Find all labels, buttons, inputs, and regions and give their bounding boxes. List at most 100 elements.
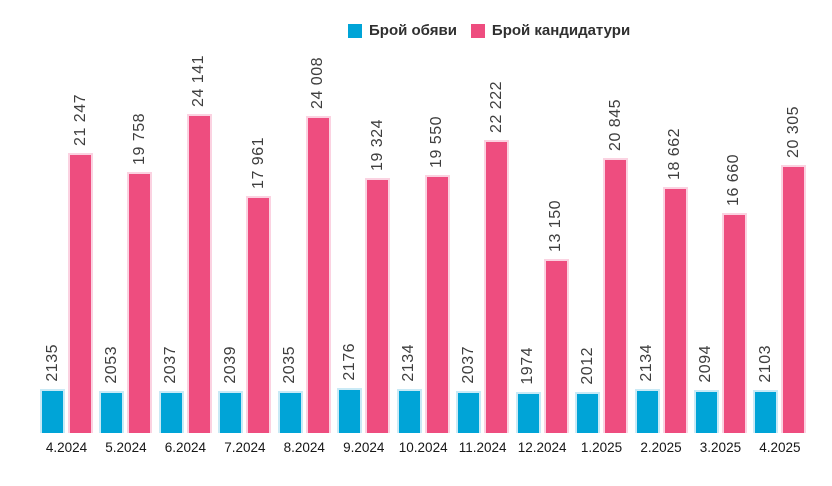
apps-bar bbox=[603, 158, 629, 433]
bar-group-2.2025: 2134 18 662 2.2025 bbox=[634, 128, 688, 455]
ads-value-label: 2053 bbox=[102, 346, 120, 384]
ads-value-label: 2135 bbox=[43, 344, 61, 382]
ads-bar bbox=[218, 391, 244, 433]
bar-group-5.2024: 2053 19 758 5.2024 bbox=[99, 113, 153, 455]
ads-bar bbox=[634, 389, 660, 433]
bar-group-4.2025: 2103 20 305 4.2025 bbox=[753, 106, 807, 455]
apps-value-label: 19 758 bbox=[130, 113, 148, 165]
apps-column: 24 141 bbox=[186, 55, 212, 433]
legend-swatch-ads-icon bbox=[348, 23, 362, 38]
ads-column: 2012 bbox=[575, 347, 601, 433]
legend-swatch-applications-icon bbox=[470, 23, 485, 38]
ads-bar bbox=[99, 391, 125, 433]
apps-bar bbox=[305, 116, 331, 433]
bar-group-8.2024: 2035 24 008 8.2024 bbox=[277, 57, 331, 455]
chart-legend: Брой обяви Брой кандидатури bbox=[348, 22, 630, 39]
ads-bar bbox=[277, 391, 303, 433]
x-axis-label: 7.2024 bbox=[224, 440, 266, 455]
apps-column: 17 961 bbox=[246, 137, 272, 433]
ads-column: 2094 bbox=[693, 345, 719, 433]
bar-group-9.2024: 2176 19 324 9.2024 bbox=[337, 119, 391, 455]
apps-column: 18 662 bbox=[662, 128, 688, 433]
ads-value-label: 2039 bbox=[221, 346, 239, 384]
x-axis-label: 4.2025 bbox=[759, 440, 801, 455]
ads-column: 2039 bbox=[218, 346, 244, 433]
ads-column: 1974 bbox=[515, 347, 541, 433]
bar-group-3.2025: 2094 16 660 3.2025 bbox=[693, 154, 747, 455]
apps-column: 13 150 bbox=[543, 200, 569, 433]
apps-bar bbox=[246, 196, 272, 433]
ads-value-label: 2134 bbox=[400, 344, 418, 382]
x-axis-label: 4.2024 bbox=[45, 440, 88, 455]
ads-value-label: 1974 bbox=[519, 347, 537, 385]
ads-column: 2053 bbox=[99, 346, 125, 433]
bar-group-10.2024: 2134 19 550 10.2024 bbox=[396, 116, 450, 455]
bar-group-1.2025: 2012 20 845 1.2025 bbox=[575, 99, 629, 455]
apps-bar bbox=[424, 175, 450, 433]
apps-bar bbox=[484, 140, 510, 433]
x-axis-label: 11.2024 bbox=[458, 440, 507, 455]
apps-value-label: 21 247 bbox=[71, 94, 89, 146]
ads-bar bbox=[693, 390, 719, 433]
ads-column: 2176 bbox=[337, 343, 363, 433]
apps-value-label: 19 550 bbox=[428, 116, 446, 168]
ads-bar bbox=[40, 389, 65, 433]
apps-bar bbox=[662, 187, 688, 433]
ads-column: 2037 bbox=[456, 346, 482, 433]
apps-column: 24 008 bbox=[305, 57, 331, 433]
apps-column: 19 324 bbox=[365, 119, 391, 433]
ads-column: 2037 bbox=[158, 346, 184, 433]
apps-value-label: 17 961 bbox=[249, 137, 267, 189]
legend-item-ads[interactable]: Брой обяви bbox=[348, 22, 457, 39]
ads-column: 2134 bbox=[396, 344, 422, 433]
apps-value-label: 19 324 bbox=[368, 119, 386, 171]
apps-bar bbox=[781, 165, 807, 433]
apps-bar bbox=[365, 178, 391, 433]
ads-bar bbox=[396, 389, 422, 433]
apps-bar bbox=[543, 259, 569, 433]
apps-column: 20 845 bbox=[603, 99, 629, 433]
ads-value-label: 2012 bbox=[578, 347, 596, 385]
apps-value-label: 20 845 bbox=[606, 99, 624, 151]
apps-value-label: 24 008 bbox=[309, 57, 327, 109]
apps-bar bbox=[68, 153, 93, 433]
bar-group-12.2024: 1974 13 150 12.2024 bbox=[515, 200, 569, 455]
x-axis-label: 5.2024 bbox=[105, 440, 147, 455]
legend-item-applications[interactable]: Брой кандидатури bbox=[470, 22, 631, 39]
ads-column: 2103 bbox=[753, 345, 779, 433]
apps-value-label: 13 150 bbox=[547, 200, 565, 252]
ads-value-label: 2134 bbox=[638, 344, 655, 382]
apps-column: 21 247 bbox=[68, 94, 93, 433]
ads-bar bbox=[158, 391, 184, 433]
ads-value-label: 2035 bbox=[281, 346, 299, 384]
apps-value-label: 24 141 bbox=[190, 55, 208, 107]
x-axis-label: 9.2024 bbox=[343, 440, 385, 455]
ads-bar bbox=[515, 392, 541, 433]
ads-column: 2135 bbox=[40, 344, 65, 433]
apps-value-label: 18 662 bbox=[666, 128, 683, 180]
x-axis-label: 8.2024 bbox=[283, 440, 325, 455]
apps-value-label: 16 660 bbox=[725, 154, 743, 206]
apps-bar bbox=[186, 114, 212, 433]
apps-column: 19 550 bbox=[424, 116, 450, 433]
ads-bar bbox=[575, 392, 601, 433]
ads-value-label: 2103 bbox=[756, 345, 774, 383]
legend-label-applications: Брой кандидатури bbox=[491, 22, 631, 39]
bar-group-6.2024: 2037 24 141 6.2024 bbox=[158, 55, 212, 455]
bar-group-7.2024: 2039 17 961 7.2024 bbox=[218, 137, 272, 455]
x-axis-label: 1.2025 bbox=[580, 440, 623, 455]
apps-column: 16 660 bbox=[721, 154, 747, 433]
x-axis-label: 3.2025 bbox=[699, 440, 742, 455]
ads-value-label: 2176 bbox=[340, 343, 358, 381]
x-axis-label: 10.2024 bbox=[398, 440, 448, 455]
ads-value-label: 2037 bbox=[459, 346, 477, 384]
ads-value-label: 2094 bbox=[697, 345, 715, 383]
x-axis-label: 6.2024 bbox=[164, 440, 207, 455]
apps-column: 20 305 bbox=[781, 106, 807, 433]
ads-column: 2035 bbox=[277, 346, 303, 433]
apps-bar bbox=[721, 213, 747, 433]
apps-value-label: 22 222 bbox=[487, 81, 505, 133]
ads-bar bbox=[337, 388, 363, 433]
apps-bar bbox=[127, 172, 153, 433]
